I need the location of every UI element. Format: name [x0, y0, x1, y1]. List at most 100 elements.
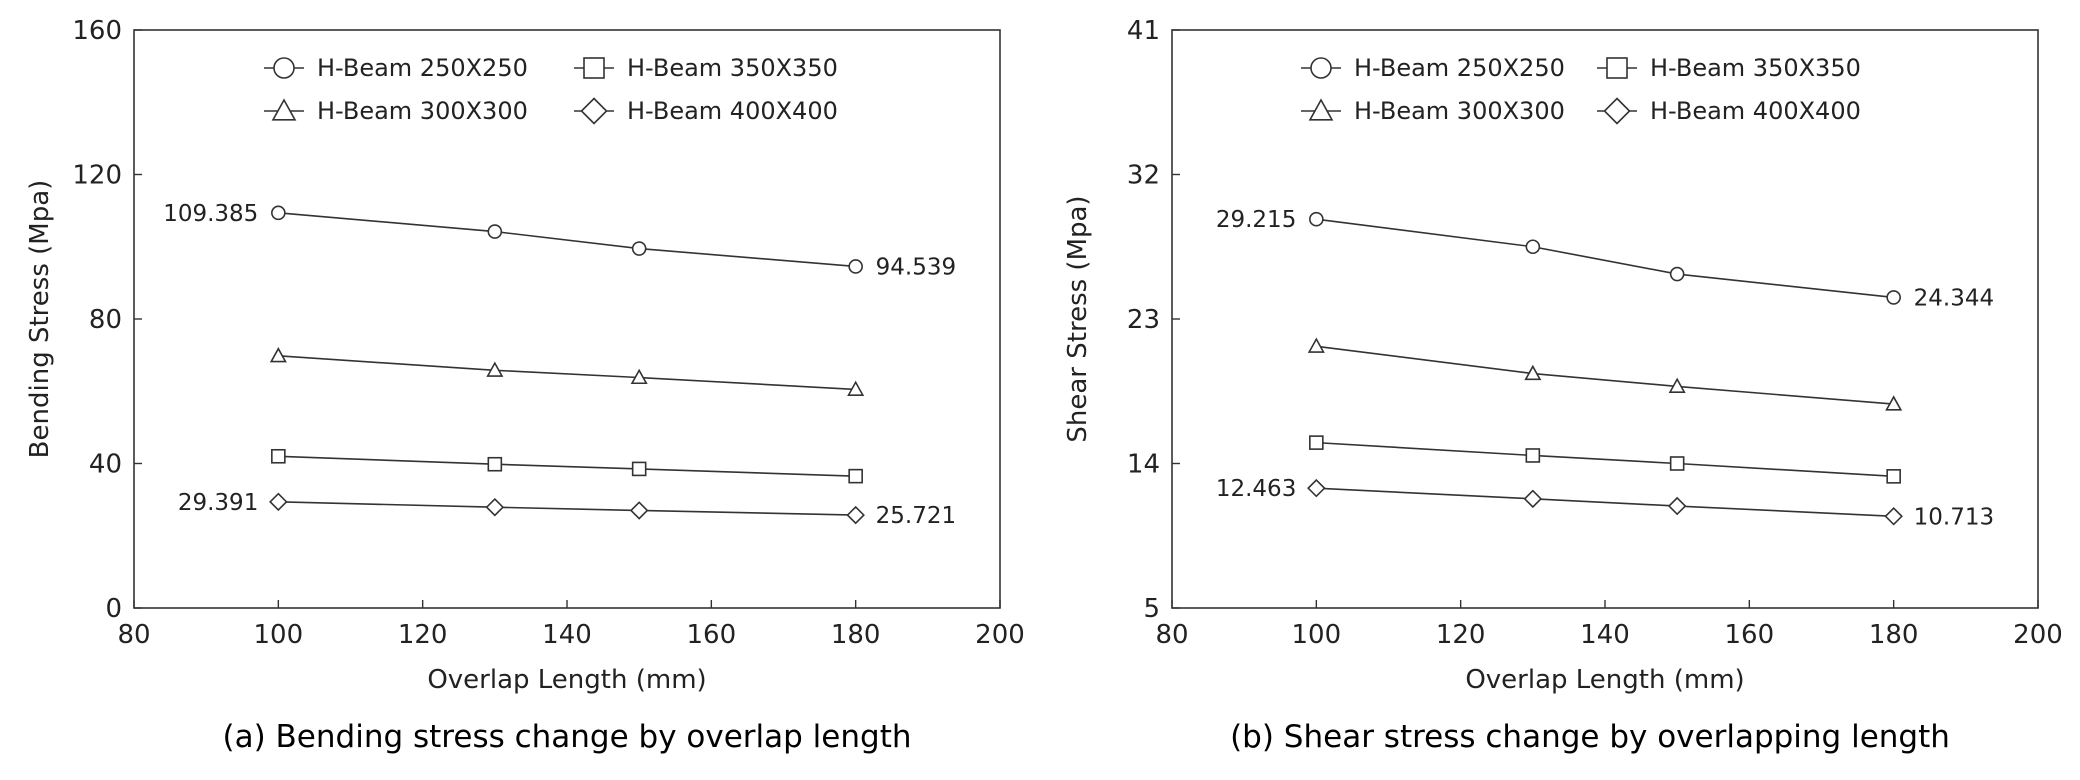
legend-marker-circle	[273, 57, 295, 79]
y-tick-label: 41	[1127, 16, 1160, 46]
x-tick-label: 140	[542, 620, 592, 650]
figure-caption: (a) Bending stress change by overlap len…	[223, 719, 912, 755]
x-tick-label: 120	[1436, 620, 1486, 650]
chart-panel-1: 80 100 120 140 160 180 200 0 40 80 120 160 Overlap L…	[25, 16, 1025, 755]
legend-item: H-Beam 250X250	[264, 54, 528, 82]
y-axis: 5 14 23 32 41	[1127, 16, 1180, 624]
legend-item: H-Beam 400X400	[1597, 97, 1861, 125]
data-point-diamond	[1307, 478, 1326, 498]
data-point-square	[848, 468, 863, 484]
data-point-diamond	[1884, 507, 1903, 526]
legend-marker-triangle	[271, 98, 297, 121]
data-point-diamond	[1667, 496, 1687, 516]
series-triangle	[269, 347, 865, 396]
series-line	[1316, 441, 1894, 478]
series-line	[278, 355, 856, 391]
series-square	[1309, 435, 1901, 484]
data-point-circle	[1309, 211, 1324, 227]
y-tick-label: 80	[89, 305, 122, 335]
legend-marker-diamond	[580, 97, 608, 125]
y-tick-label: 120	[72, 161, 122, 191]
data-point-circle	[487, 224, 503, 239]
series-square	[271, 448, 863, 484]
legend-label: H-Beam 350X350	[1650, 54, 1861, 82]
legend-item: H-Beam 400X400	[574, 97, 838, 125]
figure-caption: (b) Shear stress change by overlapping l…	[1230, 719, 1950, 755]
x-axis-label: Overlap Length (mm)	[1465, 665, 1744, 695]
plot-frame	[133, 29, 1001, 609]
legend-item: H-Beam 350X350	[1597, 54, 1861, 82]
y-tick-label: 32	[1127, 161, 1160, 191]
x-tick-label: 160	[1725, 620, 1775, 650]
y-tick-label: 40	[89, 450, 122, 480]
legend-marker-square	[1606, 57, 1628, 79]
y-tick-label: 160	[72, 16, 122, 46]
series-line	[1316, 487, 1894, 518]
data-point-triangle	[1524, 364, 1542, 381]
data-point-triangle	[1668, 377, 1686, 393]
x-tick-label: 100	[254, 620, 304, 650]
data-point-triangle	[1885, 395, 1903, 411]
series-line	[1316, 345, 1894, 405]
y-tick-label: 14	[1127, 450, 1160, 480]
data-point-circle	[1525, 239, 1541, 255]
data-point-square	[271, 448, 286, 464]
data-label: 109.385	[163, 201, 258, 227]
legend-marker-triangle	[1308, 98, 1334, 121]
data-label: 25.721	[876, 503, 956, 529]
legend-item: H-Beam 300X300	[264, 97, 528, 125]
data-label: 29.391	[178, 490, 258, 516]
legend-label: H-Beam 400X400	[627, 97, 838, 125]
data-point-diamond	[846, 505, 865, 525]
x-tick-label: 80	[117, 620, 150, 650]
legend-item: H-Beam 250X250	[1301, 54, 1565, 82]
x-tick-label: 80	[1155, 620, 1188, 650]
legend: H-Beam 250X250 H-Beam 350X350 H-Beam 300X3…	[1301, 54, 1861, 125]
data-point-circle	[631, 241, 647, 256]
series-triangle	[1307, 337, 1903, 411]
legend-marker-circle	[1310, 57, 1332, 79]
legend-label: H-Beam 250X250	[1354, 54, 1565, 82]
y-axis: 0 40 80 120 160	[72, 16, 142, 624]
y-tick-label: 23	[1127, 305, 1160, 335]
series-line	[278, 455, 856, 477]
chart-panel-2: 80 100 120 140 160 180 200 5 14 23 32 41 Overlap Len…	[1063, 16, 2063, 755]
legend-label: H-Beam 300X300	[1354, 97, 1565, 125]
data-point-diamond	[1523, 489, 1543, 509]
data-point-square	[1309, 435, 1324, 450]
data-point-square	[1886, 469, 1901, 484]
data-point-triangle	[847, 380, 865, 396]
data-point-circle	[1886, 290, 1901, 305]
legend-marker-square	[583, 57, 605, 79]
plot-frame	[1171, 29, 2039, 609]
y-tick-label: 5	[1143, 594, 1160, 624]
x-tick-label: 100	[1292, 620, 1342, 650]
y-axis-label: Bending Stress (Mpa)	[25, 180, 55, 459]
legend-label: H-Beam 400X400	[1650, 97, 1861, 125]
legend-item: H-Beam 300X300	[1301, 97, 1565, 125]
data-label: 24.344	[1914, 285, 1994, 311]
series-line	[278, 501, 856, 516]
data-point-square	[487, 456, 503, 472]
series-diamond	[269, 492, 865, 525]
x-axis: 80 100 120 140 160 180 200	[1155, 600, 2063, 650]
x-tick-label: 120	[398, 620, 448, 650]
data-point-triangle	[486, 361, 504, 377]
data-point-triangle	[269, 347, 287, 363]
series-line	[278, 212, 856, 268]
data-point-diamond	[269, 492, 288, 512]
legend-label: H-Beam 250X250	[317, 54, 528, 82]
x-tick-label: 140	[1580, 620, 1630, 650]
data-label: 29.215	[1216, 207, 1296, 233]
data-point-diamond	[485, 497, 505, 517]
legend-item: H-Beam 350X350	[574, 54, 838, 82]
data-point-triangle	[1307, 337, 1325, 353]
legend: H-Beam 250X250 H-Beam 350X350 H-Beam 300X3…	[264, 54, 838, 125]
legend-label: H-Beam 300X300	[317, 97, 528, 125]
data-label: 10.713	[1914, 504, 1994, 530]
data-point-triangle	[630, 368, 648, 385]
data-point-circle	[848, 259, 863, 274]
x-axis-label: Overlap Length (mm)	[427, 665, 706, 695]
series-diamond	[1307, 478, 1903, 526]
